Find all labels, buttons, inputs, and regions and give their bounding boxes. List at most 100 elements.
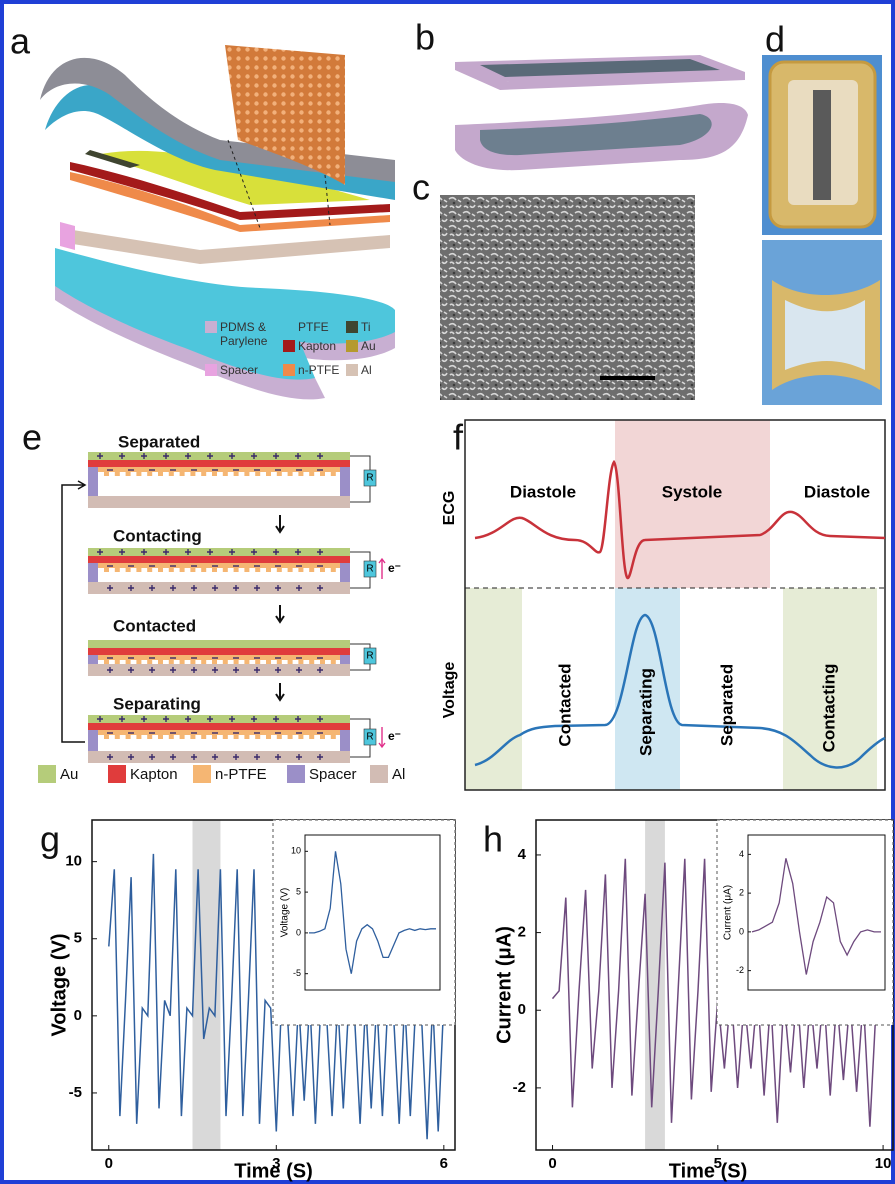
legend-swatch bbox=[193, 765, 211, 783]
spacer bbox=[340, 655, 350, 664]
x-tick-label: 6 bbox=[440, 1155, 448, 1172]
nptfe-tooth bbox=[115, 660, 120, 664]
x-tick-label: 0 bbox=[105, 1155, 113, 1172]
nptfe-tooth bbox=[212, 568, 217, 572]
phase-label: Diastole bbox=[510, 482, 576, 501]
nptfe-layer bbox=[98, 655, 340, 660]
nptfe-tooth bbox=[212, 735, 217, 739]
legend-swatch bbox=[287, 765, 305, 783]
legend-swatch bbox=[346, 364, 358, 376]
sem-image bbox=[440, 195, 695, 400]
kapton-layer bbox=[88, 648, 350, 655]
nptfe-tooth bbox=[277, 472, 282, 476]
state-label: Separated bbox=[118, 432, 200, 451]
legend-label: PTFE bbox=[298, 320, 343, 334]
legend-label: PDMS & Parylene bbox=[220, 320, 272, 348]
nptfe-tooth bbox=[331, 568, 336, 572]
nptfe-tooth bbox=[212, 660, 217, 664]
current-arrow bbox=[379, 727, 385, 747]
nptfe-tooth bbox=[104, 735, 109, 739]
nptfe-tooth bbox=[331, 735, 336, 739]
kapton-layer bbox=[88, 460, 350, 467]
ecg-label: ECG bbox=[441, 491, 458, 526]
nptfe-tooth bbox=[104, 472, 109, 476]
nptfe-tooth bbox=[288, 568, 293, 572]
phase-label: Systole bbox=[662, 482, 722, 501]
state-label: Contacting bbox=[113, 526, 202, 545]
panel-label: g bbox=[40, 819, 60, 860]
phase-label: Diastole bbox=[804, 482, 870, 501]
nptfe-tooth bbox=[136, 735, 141, 739]
legend-swatch bbox=[38, 765, 56, 783]
nptfe-tooth bbox=[201, 472, 206, 476]
resistor-label: R bbox=[366, 732, 373, 743]
phase-label: Separating bbox=[636, 668, 655, 756]
nptfe-tooth bbox=[309, 735, 314, 739]
nptfe-tooth bbox=[180, 735, 185, 739]
legend-label: Ti bbox=[361, 320, 391, 334]
legend-label: Au bbox=[361, 339, 391, 353]
state-label: Separating bbox=[113, 694, 201, 713]
y-axis-label: Current (μA) bbox=[493, 926, 515, 1044]
spacer bbox=[340, 563, 350, 582]
nptfe-tooth bbox=[288, 660, 293, 664]
nptfe-tooth bbox=[158, 472, 163, 476]
inset-y-tick-label: 5 bbox=[296, 886, 301, 896]
nptfe-tooth bbox=[201, 660, 206, 664]
nptfe-tooth bbox=[244, 568, 249, 572]
panel-label: a bbox=[10, 21, 31, 62]
legend-swatch bbox=[283, 340, 295, 352]
kapton-layer bbox=[88, 556, 350, 563]
y-tick-label: 10 bbox=[65, 853, 82, 870]
legend-label: Al bbox=[392, 766, 405, 783]
legend-swatch bbox=[283, 321, 295, 333]
nptfe-tooth bbox=[288, 735, 293, 739]
nptfe-tooth bbox=[320, 472, 325, 476]
nptfe-tooth bbox=[331, 660, 336, 664]
figure-canvas: abcdefghSeparatedRContactingRe⁻Contacted… bbox=[0, 0, 895, 1184]
legend-label: n-PTFE bbox=[298, 363, 353, 377]
nptfe-tooth bbox=[126, 568, 131, 572]
spacer bbox=[340, 730, 350, 751]
legend-swatch bbox=[108, 765, 126, 783]
nptfe-tooth bbox=[320, 568, 325, 572]
nptfe-tooth bbox=[169, 568, 174, 572]
y-tick-label: -2 bbox=[513, 1079, 526, 1096]
nptfe-tooth bbox=[255, 660, 260, 664]
au-layer bbox=[88, 715, 350, 723]
spacer bbox=[88, 563, 98, 582]
nptfe-tooth bbox=[126, 660, 131, 664]
x-tick-label: 0 bbox=[548, 1155, 556, 1172]
nptfe-tooth bbox=[158, 660, 163, 664]
x-tick-label: 10 bbox=[875, 1155, 892, 1172]
nptfe-tooth bbox=[126, 472, 131, 476]
spacer bbox=[88, 655, 98, 664]
nptfe-tooth bbox=[147, 472, 152, 476]
phase-label: Separated bbox=[717, 664, 736, 746]
al-layer bbox=[88, 496, 350, 508]
nptfe-tooth bbox=[244, 735, 249, 739]
al-layer bbox=[88, 751, 350, 763]
nptfe-tooth bbox=[266, 568, 271, 572]
panel-label: h bbox=[483, 819, 503, 860]
voltage-label: Voltage bbox=[441, 662, 458, 719]
legend-label: Spacer bbox=[220, 363, 272, 377]
phase-label: Contacted bbox=[555, 663, 574, 746]
nptfe-tooth bbox=[277, 660, 282, 664]
nptfe-tooth bbox=[147, 660, 152, 664]
nptfe-tooth bbox=[309, 568, 314, 572]
panel-label: e bbox=[22, 417, 42, 458]
y-axis-label: Voltage (V) bbox=[48, 934, 70, 1037]
inset-y-tick-label: 0 bbox=[296, 927, 301, 937]
y-tick-label: 0 bbox=[74, 1007, 82, 1024]
x-axis-label: Time (S) bbox=[234, 1160, 313, 1182]
nptfe-tooth bbox=[223, 660, 228, 664]
legend-label: Spacer bbox=[309, 766, 357, 783]
nptfe-tooth bbox=[266, 472, 271, 476]
nptfe-tooth bbox=[309, 472, 314, 476]
nptfe-tooth bbox=[158, 568, 163, 572]
nptfe-tooth bbox=[136, 660, 141, 664]
nptfe-tooth bbox=[147, 735, 152, 739]
nptfe-tooth bbox=[223, 568, 228, 572]
legend-swatch bbox=[346, 321, 358, 333]
